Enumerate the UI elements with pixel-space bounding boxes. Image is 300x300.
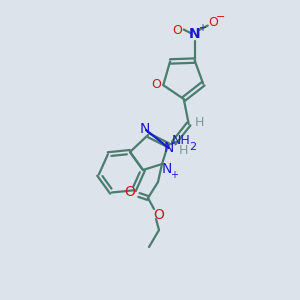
Text: O: O [172,24,182,37]
Text: N: N [164,141,174,155]
Text: O: O [124,185,135,199]
Text: H: H [195,116,204,130]
Text: N: N [162,162,172,176]
Text: O: O [151,78,161,91]
Text: N: N [140,122,150,136]
Text: O: O [208,16,218,29]
Text: N: N [189,27,201,40]
Text: NH: NH [172,134,190,148]
Text: H: H [178,143,188,157]
Text: +: + [198,22,206,33]
Text: −: − [216,12,225,22]
Text: O: O [154,208,164,222]
Text: +: + [170,170,178,180]
Text: 2: 2 [189,142,197,152]
